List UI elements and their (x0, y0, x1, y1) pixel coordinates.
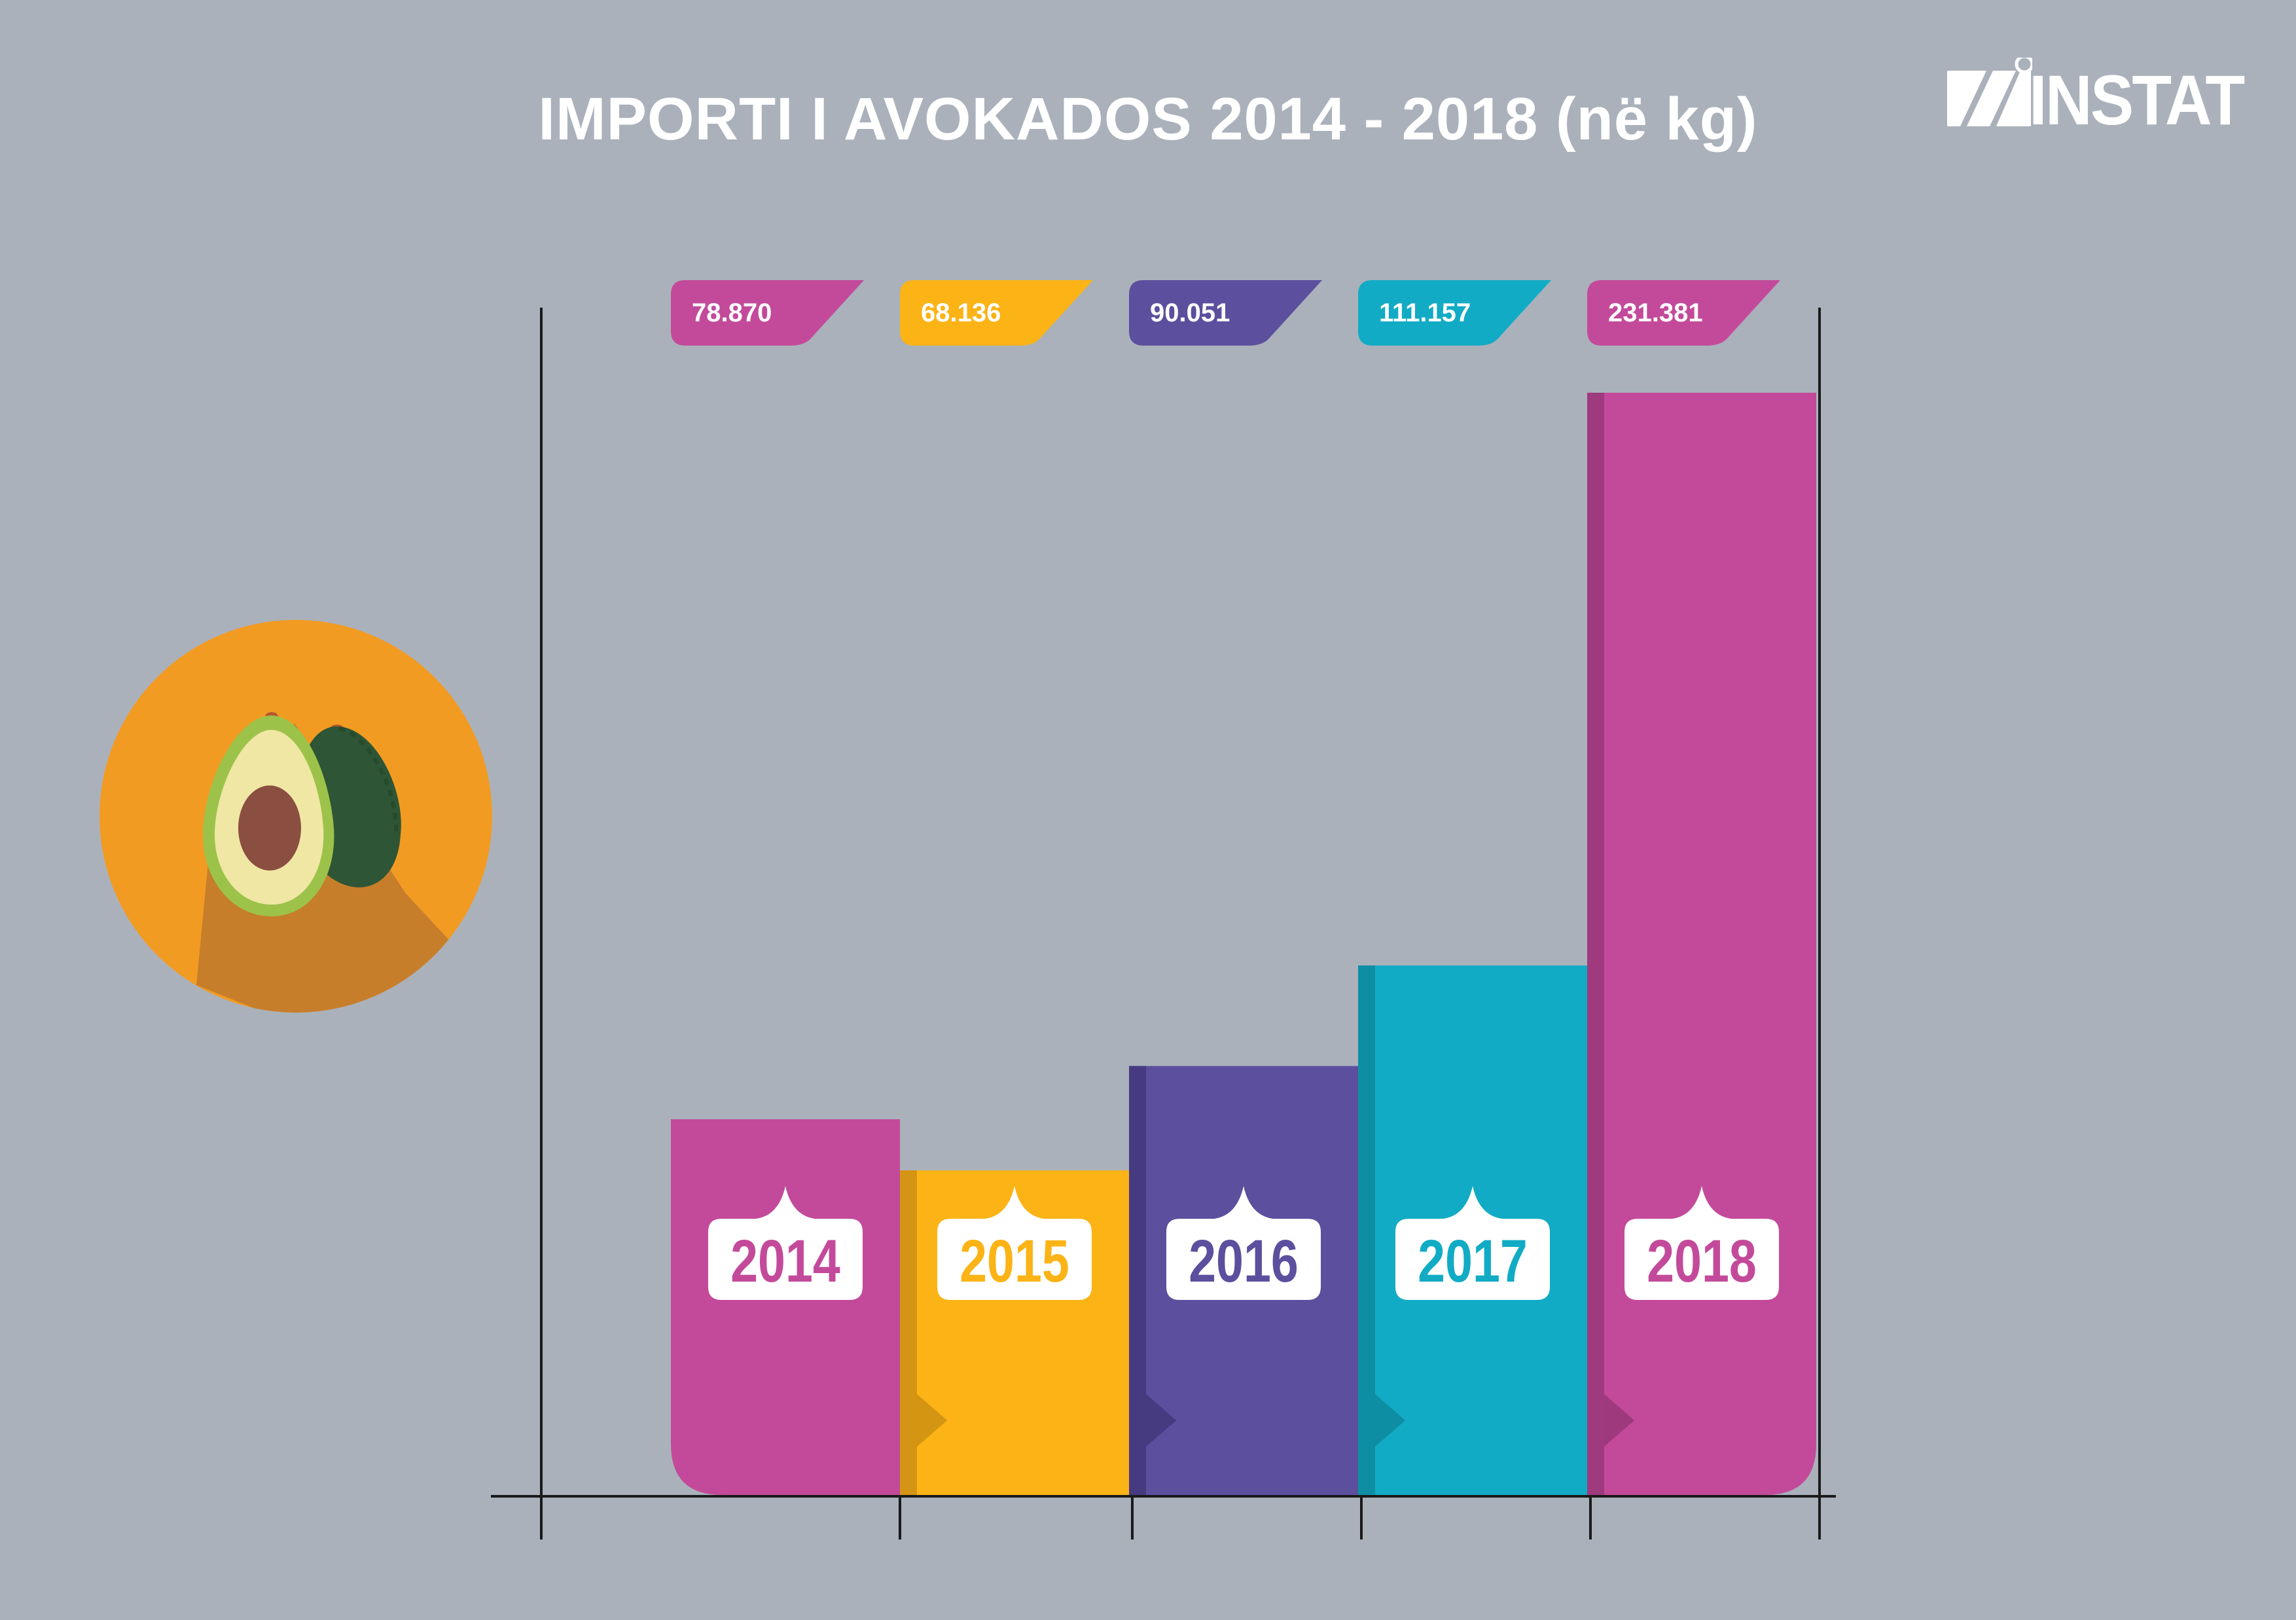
value-label-2016: 90.051 (1129, 280, 1322, 346)
value-tag (1358, 280, 1551, 346)
bar-rect (1587, 393, 1816, 1495)
year-badge (1395, 1186, 1550, 1300)
x-tick-label: 2016 (1189, 1227, 1299, 1295)
bars-layer: 2014 2015 2016 2017 2018 (671, 393, 1816, 1495)
value-label-2017: 111.157 (1358, 280, 1551, 346)
value-label-2018: 231.381 (1587, 280, 1780, 346)
data-label: 111.157 (1379, 298, 1471, 327)
value-tag (671, 280, 864, 346)
bar-notch (1604, 1394, 1634, 1447)
bar-notch (917, 1394, 947, 1447)
value-label-2015: 68.136 (900, 280, 1093, 346)
value-tag (1129, 280, 1322, 346)
value-labels-layer: 78.870 68.136 90.051 111.157 231.381 (671, 280, 1780, 346)
year-badge (937, 1186, 1092, 1300)
bar-2016: 2016 (1129, 1066, 1358, 1495)
x-tick-label: 2015 (960, 1227, 1069, 1295)
x-tick-label: 2018 (1647, 1227, 1757, 1295)
ticks-layer (540, 1496, 1821, 1539)
year-badge (1624, 1186, 1779, 1300)
page-title: IMPORTI I AVOKADOS 2014 - 2018 (në kg) (538, 86, 1758, 153)
bar-edge (1129, 1066, 1176, 1495)
bar-2014: 2014 (671, 1119, 900, 1495)
bar-2017: 2017 (1358, 965, 1587, 1495)
bar-2018: 2018 (1587, 393, 1816, 1495)
data-label: 231.381 (1608, 298, 1703, 327)
value-tag (900, 280, 1093, 346)
instat-logo-mark-icon (1947, 54, 2034, 126)
bar-edge (1358, 965, 1405, 1495)
axes-layer (491, 308, 1836, 1539)
avocado-icon (98, 619, 494, 1015)
x-tick-label: 2017 (1418, 1227, 1528, 1295)
value-tag (1587, 280, 1780, 346)
bar-rect (671, 1119, 900, 1495)
bar-notch (1146, 1394, 1176, 1447)
bar-2015: 2015 (900, 1170, 1129, 1495)
logo-text: INSTAT (2029, 60, 2245, 139)
data-label: 90.051 (1150, 298, 1230, 327)
instat-logo: INSTAT (1947, 54, 2245, 139)
bar-edge (1587, 393, 1634, 1495)
data-label: 68.136 (921, 298, 1001, 327)
x-tick-label: 2014 (730, 1227, 840, 1295)
value-label-2014: 78.870 (671, 280, 864, 346)
bar-notch (1375, 1394, 1405, 1447)
year-badge (708, 1186, 863, 1300)
year-badge (1166, 1186, 1321, 1300)
data-label: 78.870 (692, 298, 772, 327)
